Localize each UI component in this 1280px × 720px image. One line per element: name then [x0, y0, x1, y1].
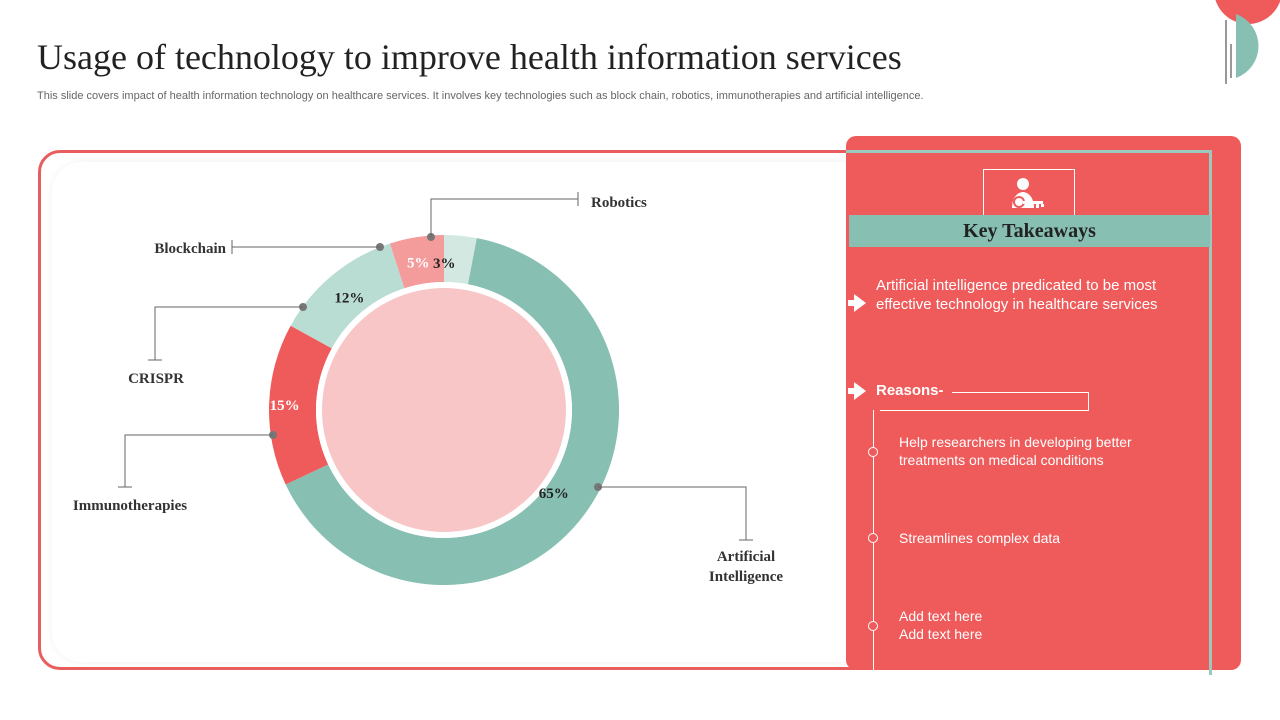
connector-line [952, 392, 1088, 393]
donut-center [322, 288, 566, 532]
category-label: Blockchain [154, 241, 226, 257]
timeline-dot [868, 621, 878, 631]
corner-decoration [1215, 0, 1280, 84]
timeline-dot [868, 533, 878, 543]
slice-value-label: 15% [270, 398, 300, 414]
person-key-icon [1012, 177, 1044, 208]
slice-value-label: 65% [539, 486, 569, 502]
slice-value-label: 3% [433, 256, 456, 272]
reason-item: Add text here Add text here [899, 608, 983, 642]
category-label: Artificial Intelligence [709, 549, 783, 585]
page-title: Usage of technology to improve health in… [37, 37, 902, 77]
donut-slice [290, 243, 405, 349]
connector-line [1088, 392, 1089, 411]
arrow-stem [848, 388, 854, 394]
donut-slice [269, 325, 332, 485]
leader-line [430, 198, 578, 237]
reason-item: Help researchers in developing better tr… [899, 434, 1132, 468]
main-takeaway: Artificial intelligence predicated to be… [876, 277, 1158, 313]
timeline-dot [868, 447, 878, 457]
reasons-label: Reasons- [876, 382, 944, 399]
key-takeaways-outline [846, 150, 1212, 675]
key-takeaways-heading: Key Takeaways [849, 215, 1210, 247]
slice-value-label: 12% [334, 290, 364, 306]
category-label: Robotics [591, 195, 647, 211]
connector-line [880, 410, 1089, 411]
leader-line [124, 434, 273, 487]
donut-slice [444, 235, 477, 285]
slice-value-label: 5% [407, 255, 430, 271]
reason-item: Streamlines complex data [899, 530, 1061, 546]
arrow-stem [848, 300, 854, 306]
arrow-right-icon [854, 382, 866, 400]
leader-line [154, 306, 303, 360]
leader-line [598, 486, 747, 540]
page-subtitle: This slide covers impact of health infor… [37, 90, 924, 102]
category-label: CRISPR [128, 371, 184, 387]
arrow-right-icon [854, 294, 866, 312]
key-takeaways-icon-box [983, 169, 1075, 217]
category-label: Immunotherapies [73, 498, 187, 514]
donut-slice [389, 235, 444, 289]
